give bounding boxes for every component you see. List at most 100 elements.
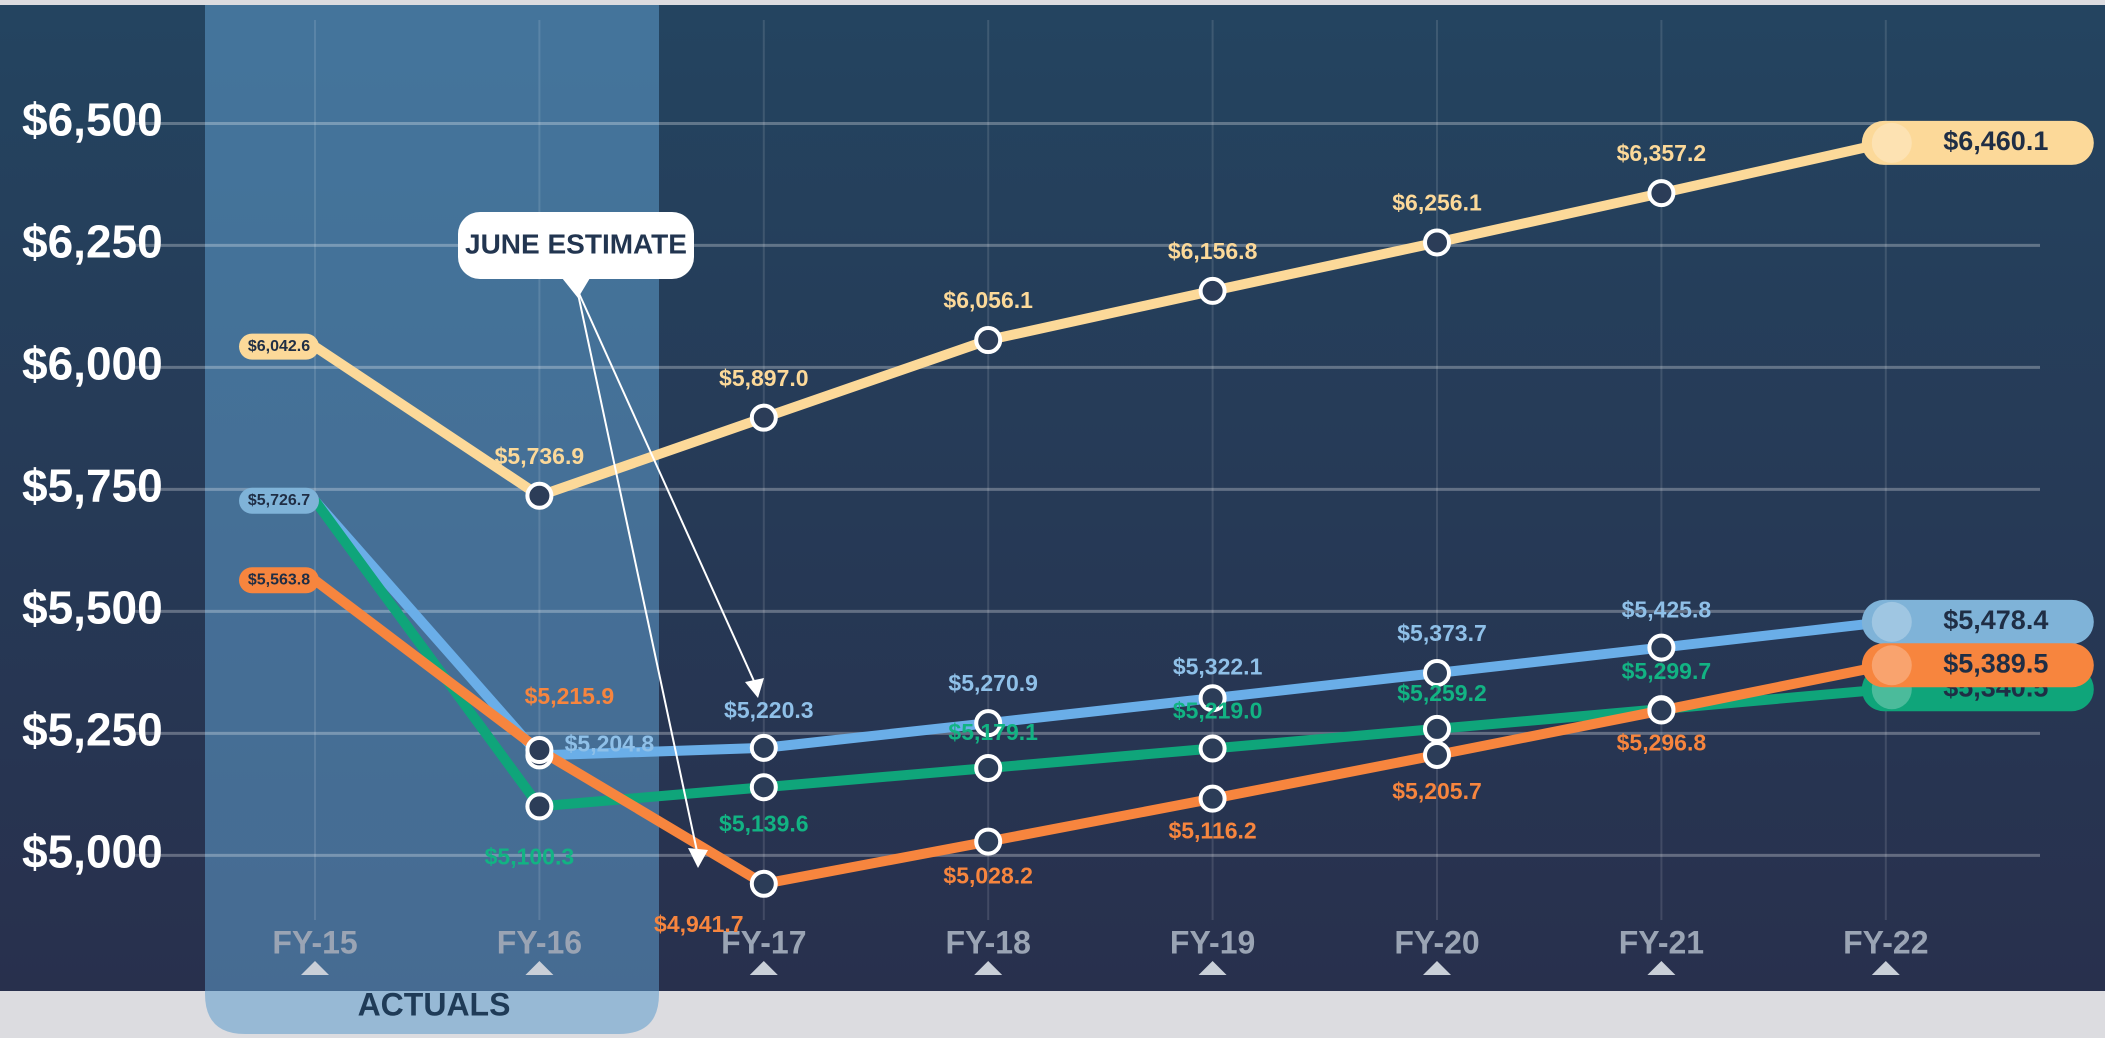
x-tick-triangle [1198, 961, 1227, 975]
callout-label: JUNE ESTIMATE [465, 228, 687, 259]
data-point [974, 326, 1003, 355]
data-label: $5,205.7 [1392, 778, 1482, 804]
y-tick-label: $5,750 [22, 460, 163, 512]
data-point [749, 733, 778, 762]
end-pill-tab [1871, 122, 1912, 163]
data-label: $6,460.1 [1943, 126, 2048, 156]
data-label: $5,270.9 [948, 670, 1038, 696]
x-tick-label: FY-16 [497, 924, 582, 960]
data-label: $5,028.2 [943, 863, 1033, 889]
start-pill [239, 487, 319, 514]
callout-box [458, 212, 694, 279]
data-point [1423, 714, 1451, 743]
series-line [312, 138, 1887, 501]
data-label: $5,100.3 [485, 843, 575, 869]
data-label: $5,897.0 [719, 365, 809, 391]
callout-tail [562, 278, 590, 298]
y-tick-label: $5,500 [22, 582, 163, 634]
end-pill [1861, 599, 2094, 644]
x-tick-triangle [1871, 961, 1900, 975]
data-label: $5,322.1 [1173, 653, 1263, 679]
data-point [749, 773, 778, 802]
arrow-head [745, 678, 764, 698]
x-tick-triangle [525, 961, 554, 975]
data-point [1647, 179, 1676, 208]
x-tick-triangle [749, 961, 778, 975]
y-tick-label: $6,250 [22, 216, 163, 268]
data-point [1423, 740, 1451, 769]
y-tick-label: $6,000 [22, 338, 163, 390]
end-pill [1861, 120, 2094, 165]
data-label: $6,056.1 [943, 287, 1033, 313]
x-tick-triangle [1423, 961, 1451, 975]
x-tick-triangle [1647, 961, 1676, 975]
y-tick-label: $6,500 [22, 94, 163, 146]
data-label: $5,726.7 [248, 492, 310, 509]
data-label: $6,357.2 [1617, 140, 1707, 166]
data-point [1198, 276, 1227, 305]
data-label: $5,139.6 [719, 810, 809, 836]
data-label: $5,478.4 [1943, 605, 2048, 635]
y-tick-label: $5,000 [22, 826, 163, 878]
data-point [1423, 659, 1451, 688]
data-point [974, 753, 1003, 782]
data-label: $5,425.8 [1622, 597, 1712, 623]
data-label: $5,219.0 [1173, 698, 1263, 724]
x-tick-label: FY-20 [1394, 924, 1479, 960]
series-line [311, 576, 1887, 889]
data-point [749, 869, 778, 898]
data-label: $5,563.8 [248, 571, 310, 588]
data-label: $5,296.8 [1617, 730, 1707, 756]
data-label: $5,179.1 [948, 719, 1038, 745]
x-tick-label: FY-15 [272, 924, 357, 960]
data-label: $5,204.8 [565, 731, 655, 757]
data-point [1423, 228, 1451, 257]
end-pill-tab [1871, 645, 1912, 686]
data-label: $5,215.9 [525, 683, 615, 709]
arrow-head [688, 848, 708, 868]
data-label: $6,156.8 [1168, 238, 1258, 264]
data-label: $5,736.9 [495, 443, 585, 469]
actuals-label: ACTUALS [358, 986, 511, 1022]
data-point [1647, 696, 1676, 725]
series-line [310, 497, 1887, 812]
data-label: $6,256.1 [1392, 190, 1482, 216]
end-pill [1861, 643, 2094, 688]
arrow [576, 288, 699, 857]
start-pill [239, 567, 319, 594]
data-point [749, 403, 778, 432]
data-label: $5,299.7 [1622, 658, 1712, 684]
data-label: $6,042.6 [248, 338, 310, 355]
data-point [525, 481, 554, 510]
x-tick-triangle [301, 961, 329, 975]
data-point [974, 827, 1003, 856]
data-point [1647, 633, 1676, 662]
x-tick-triangle [974, 961, 1003, 975]
data-point [525, 736, 554, 765]
data-label: $5,220.3 [724, 697, 814, 723]
actuals-band [205, 5, 659, 1034]
x-tick-label: FY-19 [1170, 924, 1255, 960]
data-label: $5,373.7 [1397, 620, 1487, 646]
data-label: $4,941.7 [654, 911, 744, 937]
data-point [1198, 784, 1227, 813]
data-point [1198, 734, 1227, 763]
x-tick-label: FY-21 [1619, 924, 1704, 960]
start-pill [239, 333, 319, 360]
data-point [974, 709, 1003, 738]
data-label: $5,389.5 [1943, 648, 2048, 678]
data-label: $5,116.2 [1168, 818, 1256, 844]
data-label: $5,259.2 [1397, 680, 1487, 706]
series-line [311, 497, 1887, 761]
data-point [1198, 684, 1227, 713]
x-tick-label: FY-17 [721, 924, 806, 960]
marks: $6,042.6 $5,736.9 $5,897.0 $6,056.1 $6,156.8… [239, 120, 2094, 937]
grid: $5,000 $5,250 $5,500 $5,750 $6,000 $6,250 $6,5… [22, 20, 2040, 975]
arrow [576, 288, 759, 691]
end-pill-tab [1871, 601, 1912, 642]
x-tick-label: FY-18 [946, 924, 1031, 960]
x-tick-label: FY-22 [1843, 924, 1928, 960]
data-point [525, 792, 554, 821]
y-tick-label: $5,250 [22, 704, 163, 756]
